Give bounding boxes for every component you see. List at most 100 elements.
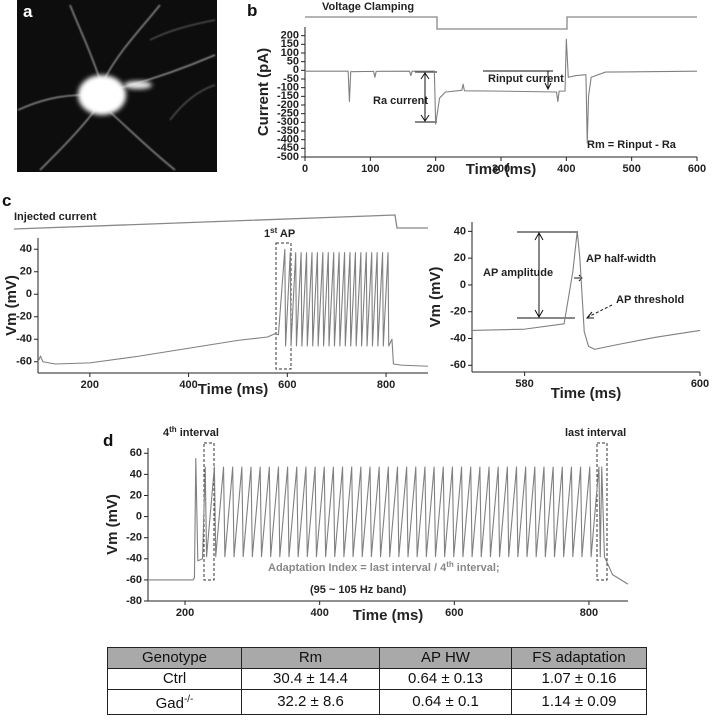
annotation-sup: th	[169, 425, 177, 434]
y-tick-label: 60	[130, 447, 142, 459]
x-tick-label: 0	[302, 163, 308, 175]
annotation-sup: th	[446, 560, 454, 569]
x-tick-label: 400	[179, 379, 197, 391]
cell: 1.14 ± 0.09	[511, 689, 647, 715]
x-tick-label: 580	[515, 378, 533, 390]
rinput-arrow	[483, 70, 553, 91]
x-tick-label: 600	[278, 379, 296, 391]
y-tick-label: -100	[277, 82, 299, 94]
panel-label: a	[23, 2, 33, 21]
y-tick-label: -60	[16, 356, 32, 368]
y-tick-label: -80	[126, 595, 142, 607]
cell-sup: -/-	[183, 694, 194, 705]
annotation-part: Adaptation Index = last interval / 4	[268, 562, 447, 574]
annotation: AP amplitude	[483, 267, 553, 279]
y-tick-label: -200	[277, 99, 299, 111]
x-tick-label: 400	[557, 163, 575, 175]
y-tick-label: -400	[277, 134, 299, 146]
cell: 0.64 ± 0.13	[379, 668, 512, 690]
x-tick-label: 600	[691, 378, 709, 390]
y-tick-label: -50	[283, 73, 299, 85]
summary-table: Genotype Rm AP HW FS adaptation Ctrl 30.…	[107, 647, 647, 715]
y-tick-label: -20	[16, 311, 32, 323]
panel-label: c	[2, 191, 11, 210]
y-tick-label: 200	[281, 30, 299, 42]
trace	[471, 230, 701, 350]
trace	[37, 248, 429, 367]
y-axis-label: Vm (mV)	[427, 267, 444, 328]
micrograph	[17, 0, 217, 172]
y-tick-label: -20	[450, 306, 466, 318]
y-tick-label: -20	[126, 532, 142, 544]
annotation: 1st AP	[264, 226, 295, 240]
cell-text: Gad	[155, 695, 184, 712]
x-tick-label: 100	[361, 163, 379, 175]
y-tick-label: 100	[281, 47, 299, 59]
cell: 1.07 ± 0.16	[511, 668, 647, 690]
y-tick-label: -450	[277, 142, 299, 154]
annotation: 4th interval	[163, 425, 219, 439]
x-tick-label: 200	[176, 607, 194, 619]
y-tick-label: -300	[277, 116, 299, 128]
header-cell: FS adaptation	[511, 647, 647, 669]
ra-arrow	[415, 71, 437, 123]
x-tick-label: 200	[81, 379, 99, 391]
figure-svg: a b c d e Voltage Clamping Ra current Ri…	[2, 0, 709, 624]
y-tick-label: 20	[454, 252, 466, 264]
y-tick-label: -40	[16, 333, 32, 345]
y-tick-label: -40	[126, 553, 142, 565]
x-tick-label: 300	[492, 163, 510, 175]
y-axis-label: Current (pA)	[255, 48, 272, 136]
y-tick-label: -40	[450, 332, 466, 344]
y-tick-label: -350	[277, 125, 299, 137]
y-tick-label: -60	[450, 359, 466, 371]
dashed-box	[596, 442, 608, 581]
table-row: Ctrl 30.4 ± 14.4 0.64 ± 0.13 1.07 ± 0.16	[107, 668, 647, 690]
x-axis-label: Time (ms)	[353, 607, 424, 624]
y-tick-label: 50	[287, 56, 299, 68]
y-tick-label: -60	[126, 574, 142, 586]
y-tick-label: -250	[277, 108, 299, 120]
annotation: Ra current	[373, 95, 428, 107]
x-tick-label: 600	[445, 607, 463, 619]
y-tick-label: 0	[460, 279, 466, 291]
cell: Gad-/-	[107, 689, 242, 715]
x-axis-label: Time (ms)	[466, 161, 537, 178]
y-axis-label: Vm (mV)	[3, 275, 20, 336]
y-tick-label: 40	[130, 468, 142, 480]
annotation: AP threshold	[616, 294, 684, 306]
annotation: AP half-width	[586, 253, 656, 265]
x-axis-label: Time (ms)	[551, 385, 622, 402]
ap-arrows	[517, 231, 613, 319]
y-tick-label: 0	[26, 288, 32, 300]
annotation-part: 1	[264, 228, 270, 240]
trace	[305, 38, 698, 144]
annotation: Rm = Rinput - Ra	[587, 139, 677, 151]
x-tick-label: 600	[688, 163, 706, 175]
cell: Ctrl	[107, 668, 242, 690]
x-tick-label: 800	[377, 379, 395, 391]
x-tick-label: 800	[580, 607, 598, 619]
x-tick-label: 500	[622, 163, 640, 175]
y-tick-label: 40	[20, 243, 32, 255]
x-axis-label: Time (ms)	[198, 381, 269, 398]
annotation-sup: st	[270, 226, 277, 235]
annotation: (95 ~ 105 Hz band)	[310, 584, 407, 596]
y-tick-label: -500	[277, 151, 299, 163]
y-tick-label: 40	[454, 225, 466, 237]
annotation-part: 4	[163, 427, 170, 439]
y-tick-label: -150	[277, 90, 299, 102]
cell: 0.64 ± 0.1	[379, 689, 512, 715]
header-cell: Rm	[241, 647, 380, 669]
trace	[148, 458, 629, 585]
y-tick-label: 0	[293, 64, 299, 76]
y-axis-label: Vm (mV)	[104, 494, 121, 555]
y-tick-label: 20	[20, 266, 32, 278]
annotation: Adaptation Index = last interval / 4th i…	[268, 560, 500, 574]
y-tick-label: 20	[130, 489, 142, 501]
annotation: Voltage Clamping	[322, 1, 414, 13]
table-header: Genotype Rm AP HW FS adaptation	[107, 647, 647, 669]
y-tick-label: 0	[136, 510, 142, 522]
voltage-step	[305, 16, 697, 30]
